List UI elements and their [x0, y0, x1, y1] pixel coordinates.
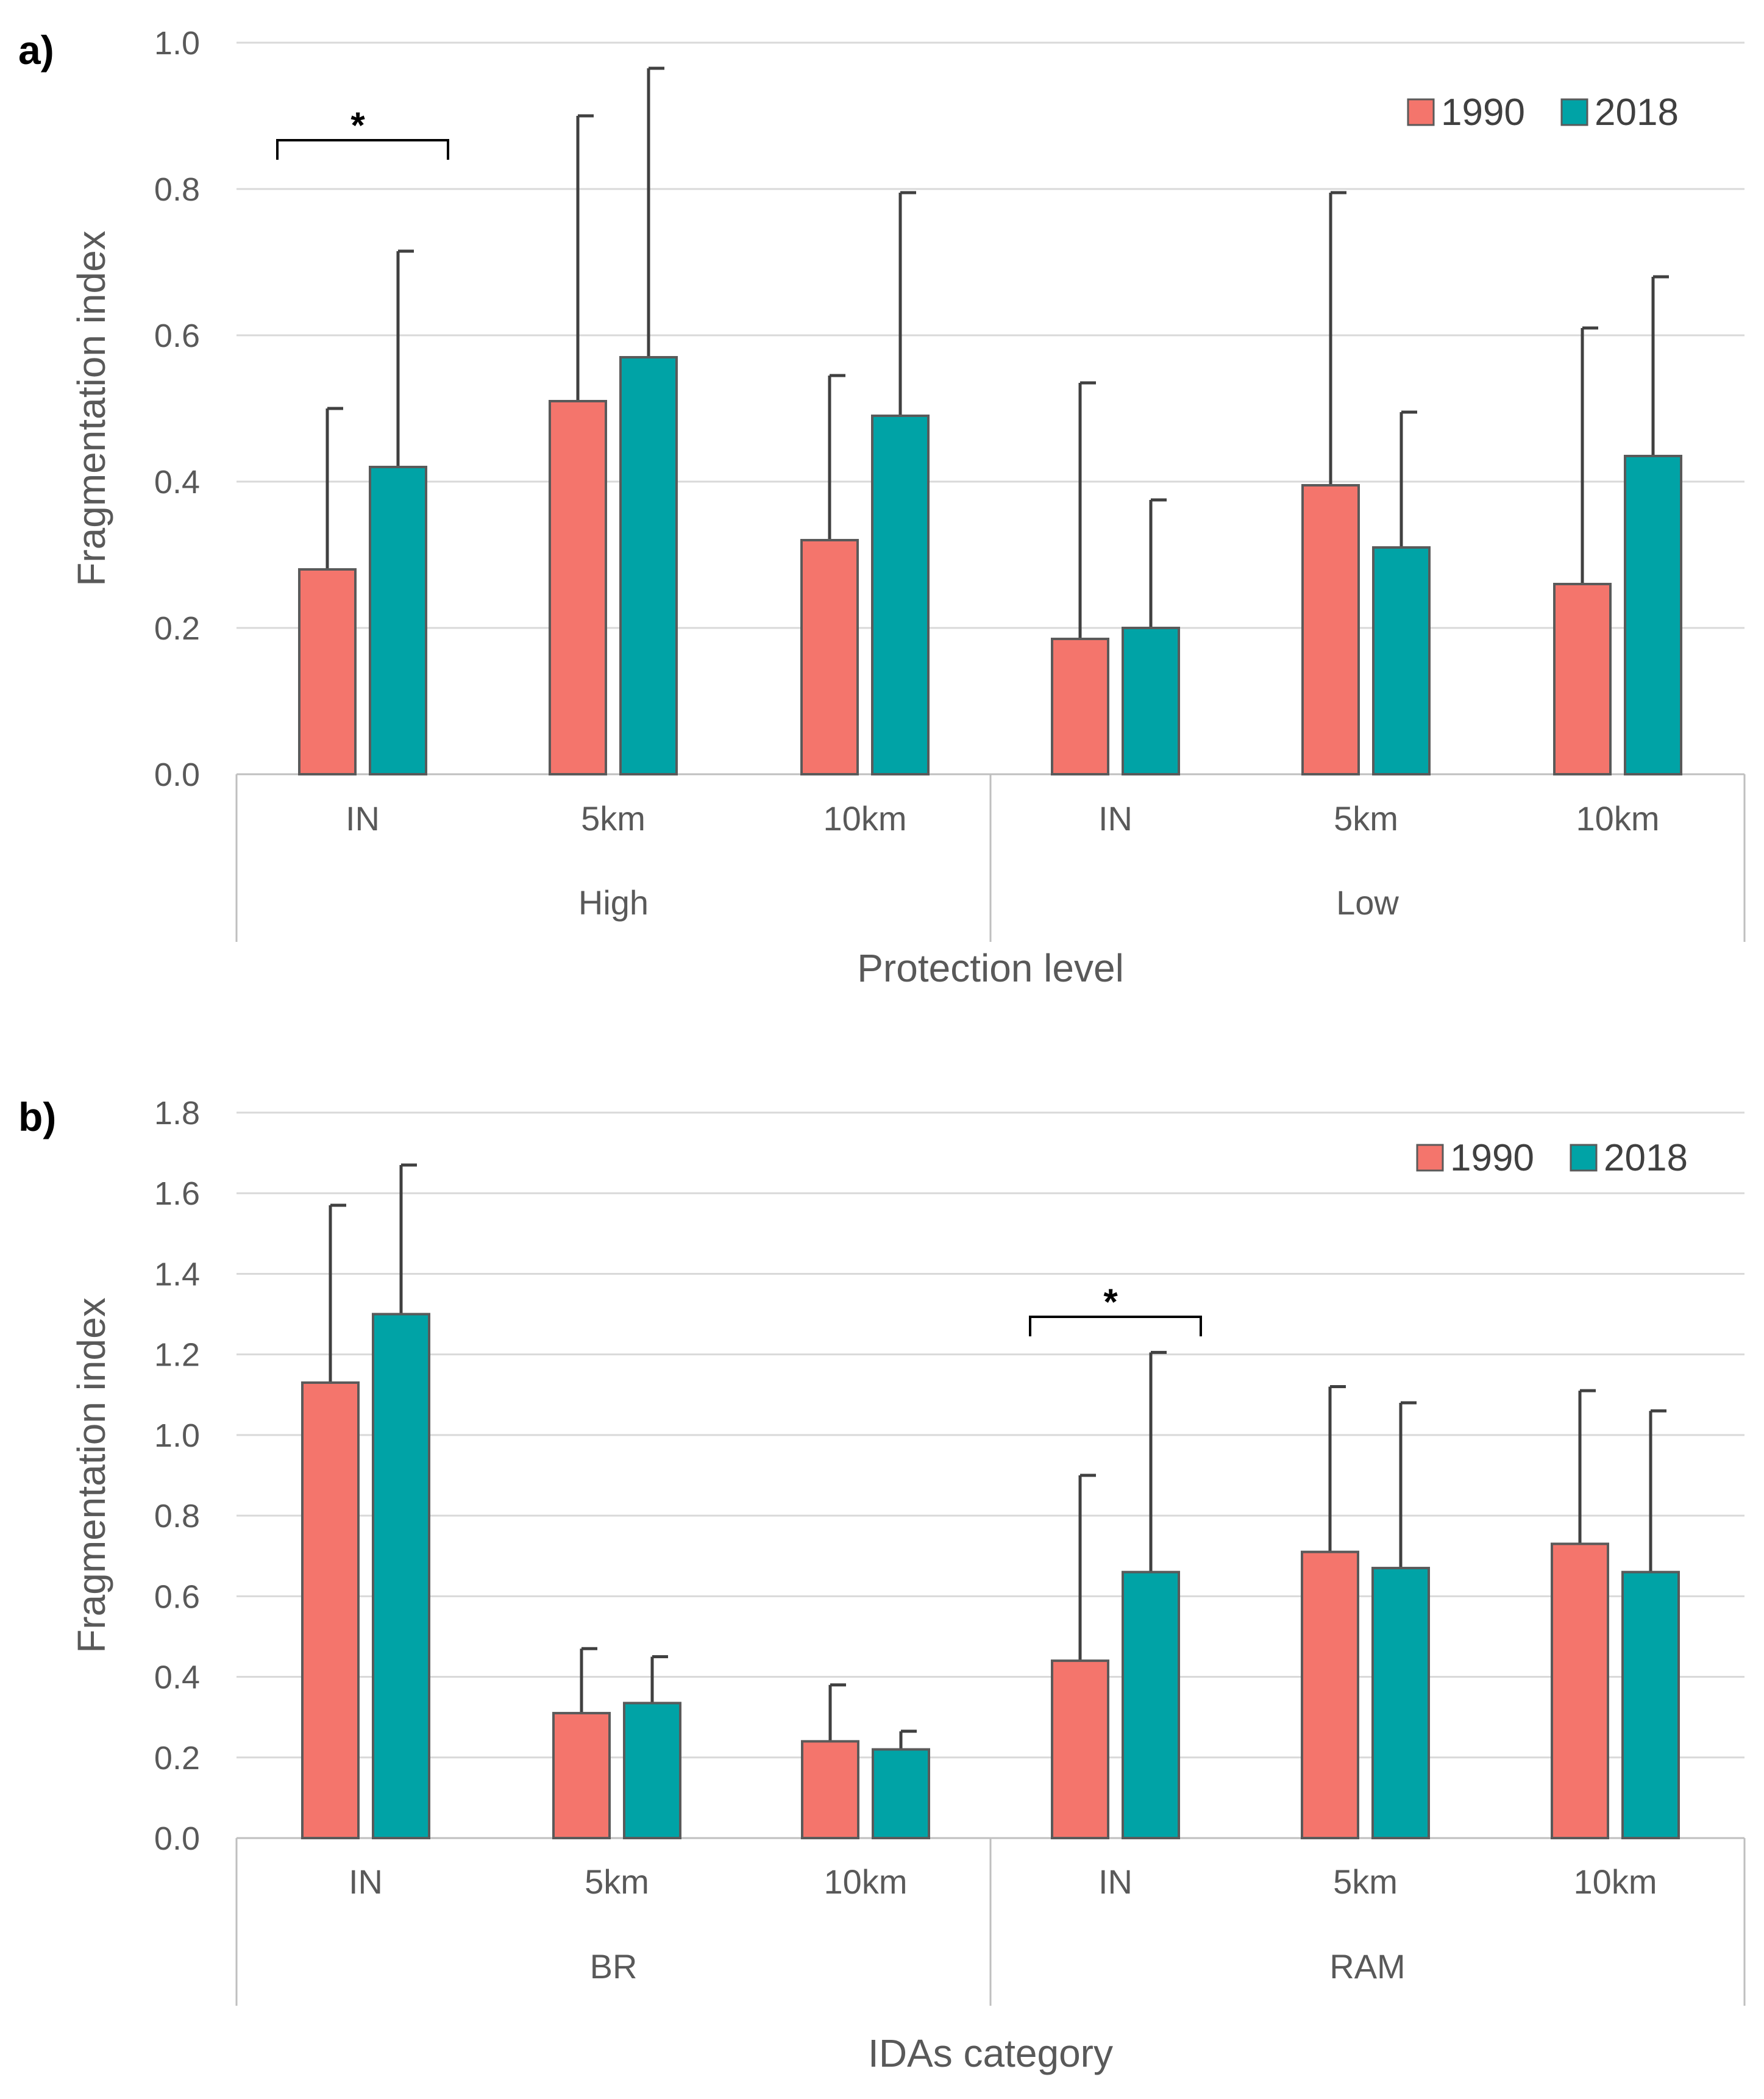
bar-2018-in: [369, 466, 427, 775]
category-label: 5km: [581, 799, 645, 838]
panel-label: b): [18, 1094, 56, 1139]
y-axis-title: Fragmentation index: [69, 230, 113, 586]
bar-1990-in: [1051, 638, 1109, 775]
legend: 1990 2018: [1416, 1137, 1688, 1179]
bar-1990-5km: [1301, 484, 1360, 775]
y-tick-label: 1.6: [154, 1175, 200, 1212]
bar-2018-10km: [871, 415, 930, 775]
significance-bracket: [276, 139, 449, 160]
category-label: 10km: [824, 1862, 908, 1901]
panel-label: a): [18, 27, 54, 73]
group-label: High: [578, 883, 649, 922]
group-label: RAM: [1329, 1947, 1405, 1986]
category-label: 10km: [1576, 799, 1660, 838]
legend-label: 1990: [1450, 1137, 1534, 1179]
category-label: 5km: [585, 1862, 649, 1901]
significance-asterisk: *: [350, 105, 365, 146]
y-tick-label: 0.6: [154, 1578, 200, 1615]
category-label: IN: [346, 799, 380, 838]
legend: 1990 2018: [1407, 91, 1679, 134]
y-tick-label: 0.0: [154, 757, 200, 793]
bar-2018-in: [1122, 627, 1180, 775]
legend-swatch-2018: [1570, 1144, 1598, 1172]
bar-2018-10km: [872, 1748, 930, 1840]
y-tick-label: 0.2: [154, 1740, 200, 1776]
y-tick-label: 1.0: [154, 25, 200, 62]
category-label: 10km: [823, 799, 907, 838]
y-tick-label: 0.4: [154, 464, 200, 501]
category-label: IN: [349, 1862, 383, 1901]
panel-b: 0.0 0.2 0.4 0.6 0.8 1.0 1.2 1.4 1.6 1.8 IN 5km 10km I…: [18, 1094, 1746, 2075]
category-label: IN: [1098, 799, 1133, 838]
legend-label: 2018: [1604, 1137, 1688, 1179]
bar-1990-10km: [801, 1740, 859, 1839]
y-axis-title: Fragmentation index: [69, 1297, 113, 1653]
bar-1990-5km: [1301, 1550, 1359, 1839]
bar-2018-5km: [1371, 1567, 1430, 1840]
panel-a: 0.0 0.2 0.4 0.6 0.8 1.0 IN 5km 10km IN 5km 10km High…: [18, 25, 1746, 990]
category-label: 5km: [1333, 1862, 1398, 1901]
x-axis-title: IDAs category: [868, 2031, 1113, 2075]
legend-label: 2018: [1595, 91, 1679, 134]
group-label: BR: [590, 1947, 638, 1986]
y-tick-label: 0.4: [154, 1659, 200, 1696]
category-label: IN: [1098, 1862, 1133, 1901]
legend-swatch-1990: [1407, 98, 1435, 126]
bar-2018-5km: [619, 356, 678, 775]
significance-bracket: [1029, 1316, 1202, 1336]
y-tick-label: 1.2: [154, 1337, 200, 1374]
legend-label: 1990: [1441, 91, 1525, 134]
group-label: Low: [1336, 883, 1399, 922]
bar-1990-in: [301, 1381, 360, 1839]
bar-1990-5km: [549, 400, 607, 775]
significance-asterisk: *: [1103, 1281, 1118, 1322]
bar-2018-5km: [623, 1702, 681, 1840]
y-tick-label: 0.2: [154, 610, 200, 647]
bar-2018-in: [372, 1313, 430, 1840]
y-tick-label: 0.6: [154, 318, 200, 354]
bar-1990-10km: [800, 539, 859, 775]
y-tick-label: 0.0: [154, 1820, 200, 1857]
bar-1990-10km: [1551, 1542, 1609, 1840]
bar-1990-10km: [1553, 583, 1612, 775]
y-tick-label: 1.0: [154, 1417, 200, 1454]
legend-swatch-1990: [1416, 1144, 1444, 1172]
bar-2018-10km: [1624, 455, 1682, 775]
legend-swatch-2018: [1560, 98, 1588, 126]
bar-2018-10km: [1621, 1570, 1680, 1840]
bar-1990-5km: [552, 1712, 611, 1840]
y-tick-label: 0.8: [154, 1498, 200, 1534]
bar-1990-in: [1051, 1659, 1109, 1839]
y-tick-label: 1.4: [154, 1256, 200, 1292]
x-axis-title: Protection level: [857, 946, 1124, 990]
bar-2018-in: [1122, 1570, 1180, 1840]
category-label: 5km: [1334, 799, 1398, 838]
category-label: 10km: [1574, 1862, 1657, 1901]
bar-1990-in: [298, 568, 357, 775]
bar-2018-5km: [1372, 546, 1431, 775]
y-tick-label: 0.8: [154, 171, 200, 208]
y-tick-label: 1.8: [154, 1095, 200, 1131]
